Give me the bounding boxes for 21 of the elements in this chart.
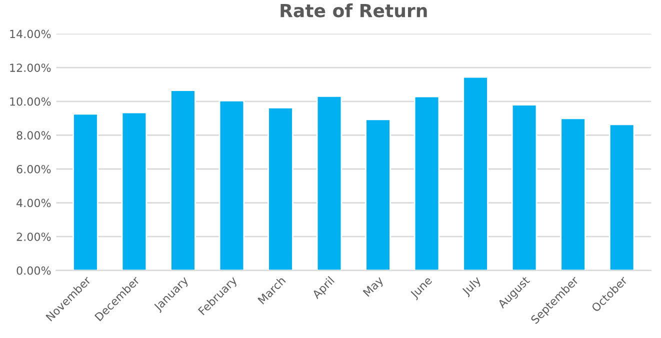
bar <box>414 96 440 270</box>
bar <box>560 118 586 270</box>
chart-title: Rate of Return <box>280 3 427 18</box>
bar <box>365 118 391 270</box>
y-tick-label: 14.00% <box>10 30 51 38</box>
y-tick-label: 12.00% <box>10 64 51 72</box>
bar <box>72 113 98 270</box>
y-tick-label: 8.00% <box>16 131 51 140</box>
bar <box>462 76 488 270</box>
bar <box>511 104 538 270</box>
bar <box>268 106 294 270</box>
bar <box>316 95 342 270</box>
bar <box>218 100 245 270</box>
y-tick-label: 2.00% <box>16 232 51 241</box>
bar <box>170 90 196 270</box>
y-tick-label: 4.00% <box>16 198 51 208</box>
y-tick-label: 6.00% <box>16 164 51 174</box>
bar <box>608 124 635 270</box>
bar <box>121 112 148 270</box>
y-tick-label: 10.00% <box>10 97 51 106</box>
y-tick-label: 0.00% <box>16 266 51 275</box>
